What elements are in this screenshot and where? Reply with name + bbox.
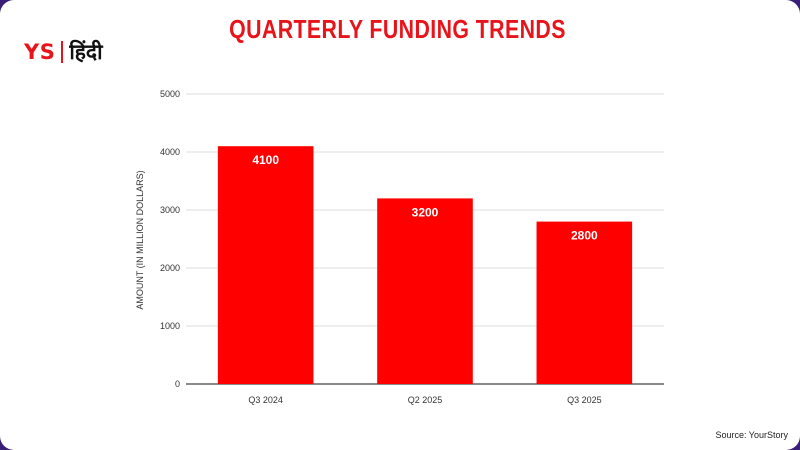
y-tick-label: 4000 [160,147,180,157]
x-tick-label: Q3 2025 [567,395,602,405]
bar [536,221,633,384]
y-tick-label: 0 [175,379,180,389]
logo-language: हिंदी [69,40,103,64]
y-tick-label: 1000 [160,321,180,331]
bar [377,198,473,384]
logo-divider [61,41,64,63]
y-tick-label: 3000 [160,205,180,215]
x-tick-label: Q3 2024 [248,395,283,405]
y-tick-label: 5000 [160,89,180,99]
logo-brand: YS [24,40,56,64]
source-note: Source: YourStory [715,430,788,440]
y-tick-label: 2000 [160,263,180,273]
bar-data-label: 3200 [412,205,439,219]
bar-data-label: 4100 [252,153,279,167]
chart-title: QUARTERLY FUNDING TRENDS [229,14,566,44]
yourstory-hindi-logo[interactable]: YS हिंदी [24,38,103,66]
x-tick-label: Q2 2025 [408,395,443,405]
bar [217,146,314,384]
bar-data-label: 2800 [571,229,598,243]
